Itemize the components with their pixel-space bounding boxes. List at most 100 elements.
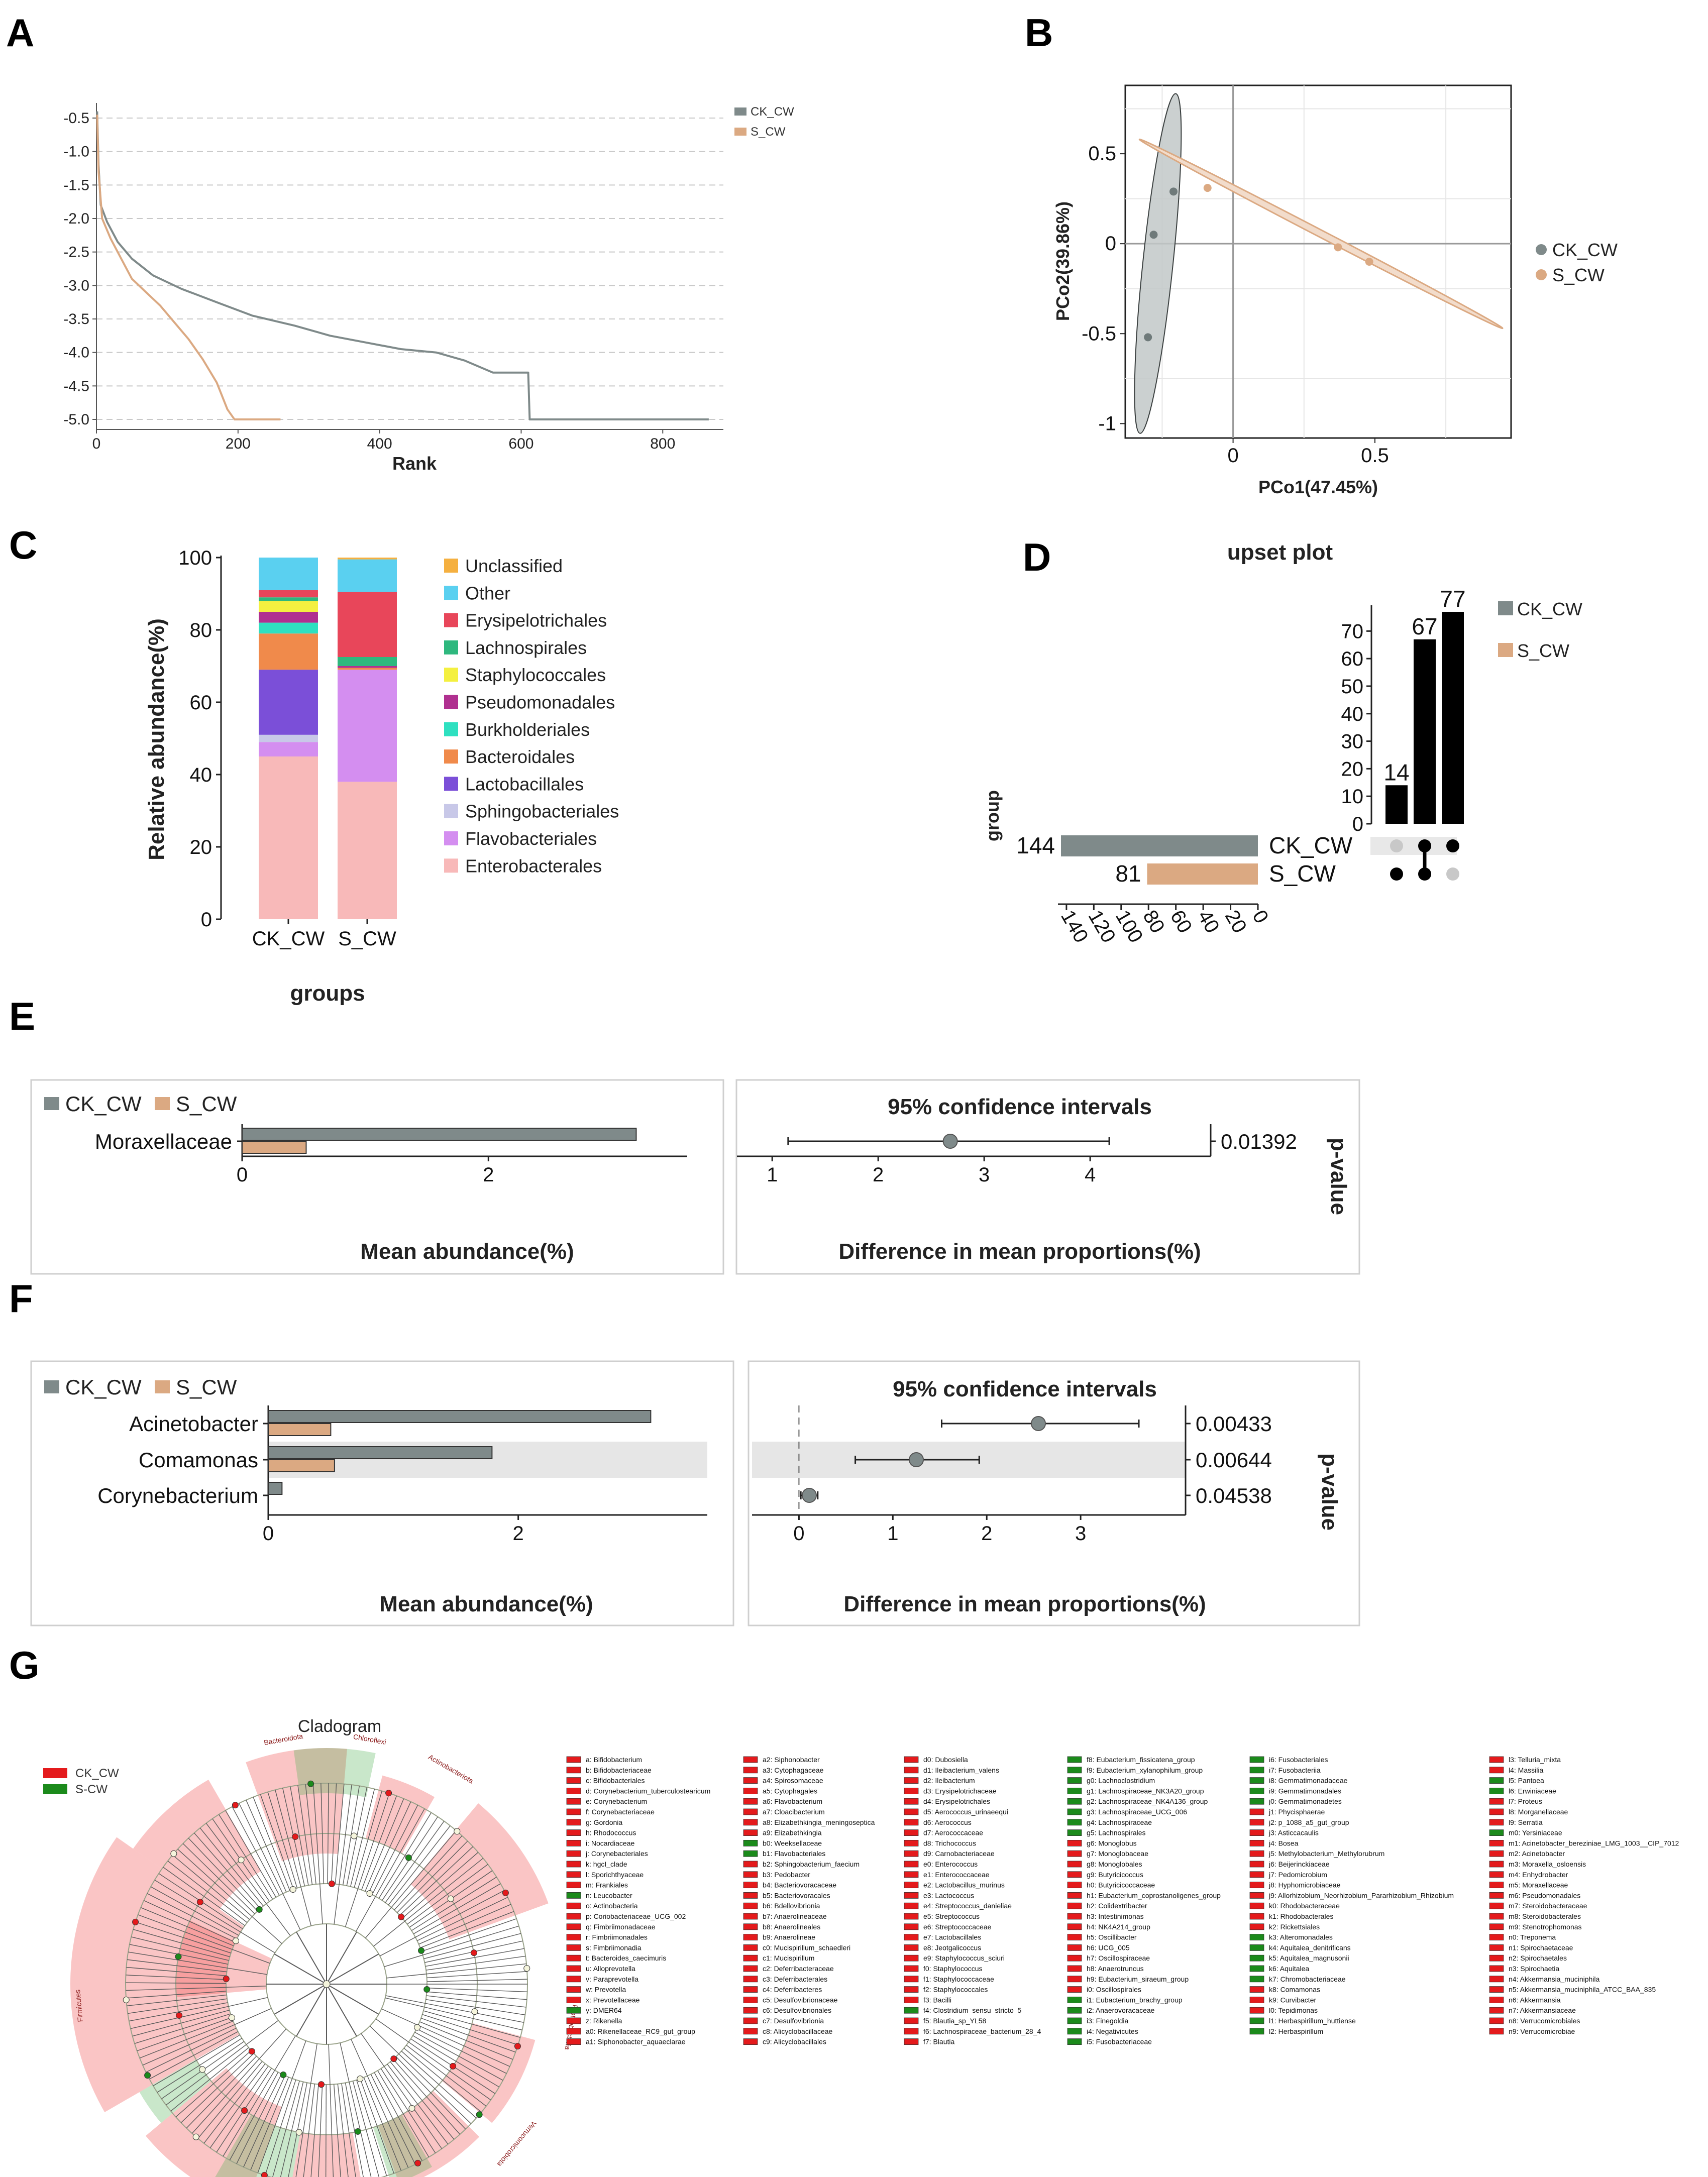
panel-a-x-tick-label: 200: [226, 436, 251, 452]
panel-b-plot-area: 0 0.5 0.5 0 -0.5 -1: [1082, 84, 1512, 467]
panel-c-legend-label: Enterobacterales: [465, 855, 602, 876]
cladogram-key-swatch: [904, 1871, 919, 1878]
cladogram-branch: [177, 1848, 282, 1944]
cladogram-key-swatch: [904, 1777, 919, 1784]
cladogram-branch: [355, 1808, 425, 1932]
panel-c-bar-segment: [259, 633, 318, 670]
cladogram-branch: [374, 2072, 422, 2161]
cladogram-key-swatch: [1489, 2028, 1504, 2035]
cladogram-branch: [369, 2025, 472, 2124]
cladogram-key-label: a0: Rikenellaceae_RC9_gut_group: [586, 2027, 695, 2035]
cladogram-key-swatch: [743, 1913, 758, 1920]
panel-d-set-size-label: 81: [1115, 860, 1141, 887]
cladogram-key-swatch: [1249, 1902, 1264, 1909]
cladogram-key-label: c2: Deferribacteraceae: [763, 1965, 834, 1973]
cladogram-key-label: l: Sporichthyaceae: [586, 1871, 644, 1879]
cladogram-key-label: q: Fimbriimonadaceae: [586, 1923, 656, 1931]
cladogram-branch: [401, 2050, 477, 2119]
cladogram-branch: [426, 1987, 527, 1993]
panel-f-bar-ck: [268, 1446, 493, 1459]
cladogram-key-label: i5: Fusobacteriaceae: [1087, 2038, 1152, 2046]
cladogram-key-label: k3: Alteromonadales: [1269, 1933, 1333, 1941]
cladogram-key-label: v: Paraprevotella: [586, 1975, 638, 1983]
panel-c-y-tick-label: 60: [190, 692, 212, 714]
cladogram-key-label: c0: Mucispirillum_schaedleri: [763, 1943, 850, 1951]
cladogram-key-label: g9: Butyricicoccus: [1087, 1871, 1143, 1879]
cladogram-branch: [257, 2040, 306, 2173]
cladogram-branch: [421, 1918, 517, 1952]
panel-d-matrix-dot: [1446, 839, 1459, 852]
cladogram-key-label: h9: Eubacterium_siraeum_group: [1087, 1975, 1189, 1983]
panel-b-legend-marker-s: [1536, 269, 1547, 280]
cladogram-key-label: k1: Rhodobacterales: [1269, 1912, 1333, 1920]
cladogram-key-label: n7: Akkermansiaceae: [1509, 2006, 1576, 2014]
cladogram-legend-swatch-ck: [43, 1768, 67, 1778]
panel-c-bar-segment: [338, 782, 397, 919]
panel-d-set-name: CK_CW: [1269, 832, 1353, 858]
panel-c-bar-segment: [259, 742, 318, 756]
cladogram-key-label: m5: Moraxellaceae: [1509, 1881, 1568, 1889]
cladogram-key-label: f1: Staphylococcaceae: [923, 1975, 994, 1983]
cladogram-branch: [318, 2084, 323, 2177]
cladogram-key-label: a: Bifidobacterium: [586, 1756, 642, 1764]
cladogram-branch: [133, 1929, 230, 1957]
cladogram-branch: [378, 1812, 432, 1899]
cladogram-key-label: n9: Verrucomicrobiae: [1509, 2027, 1575, 2035]
cladogram-key-swatch: [1489, 1934, 1504, 1941]
cladogram-key-swatch: [566, 1808, 581, 1815]
cladogram-key-label: l9: Serratia: [1509, 1818, 1543, 1826]
cladogram-branch: [170, 2047, 249, 2112]
panel-f-legend-label-s: S_CW: [176, 1375, 237, 1399]
cladogram-key-label: b5: Bacteriovoracales: [763, 1891, 830, 1899]
panel-b-ellipse-ck: [1134, 93, 1182, 434]
cladogram-key-swatch: [904, 1829, 919, 1836]
cladogram-branch: [375, 2018, 491, 2101]
cladogram-key-label: f8: Eubacterium_fissicatena_group: [1087, 1756, 1195, 1764]
panel-c-legend-swatch: [444, 559, 458, 573]
panel-a-gridlines: [96, 118, 723, 420]
cladogram-key-swatch: [1249, 2017, 1264, 2024]
cladogram-key-label: d9: Carnobacteriaceae: [923, 1849, 995, 1858]
cladogram-key-label: m3: Moraxella_osloensis: [1509, 1860, 1586, 1868]
panel-d-intersection-bar: [1385, 785, 1408, 824]
cladogram-key-label: o: Actinobacteria: [586, 1902, 638, 1910]
panel-d-set-x-tick-label: 40: [1193, 907, 1223, 937]
cladogram-branch: [139, 2020, 234, 2058]
panel-e-legend: CK_CW S_CW: [44, 1092, 237, 1116]
panel-d-legend-swatch-s: [1498, 643, 1513, 657]
cladogram-key-label: f5: Blautia_sp_YL58: [923, 2017, 987, 2025]
cladogram-key-label: n2: Spirochaetales: [1509, 1954, 1567, 1962]
panel-d-group-label: group: [982, 790, 1003, 841]
cladogram-branch: [352, 2081, 380, 2177]
cladogram-branch: [129, 2002, 228, 2022]
cladogram-key-label: n1: Spirochaetaceae: [1509, 1943, 1573, 1951]
cladogram-branch: [253, 1797, 290, 1891]
cladogram-key-label: i6: Fusobacteriales: [1269, 1756, 1328, 1764]
cladogram-key-swatch: [1249, 1798, 1264, 1805]
cladogram-key-label: j6: Beijerinckiaceae: [1268, 1860, 1330, 1868]
panel-c-legend-swatch: [444, 749, 458, 764]
cladogram-branch: [385, 1995, 524, 2023]
panel-f-ci-estimate: [801, 1488, 817, 1503]
cladogram-key-label: k6: Aquitalea: [1269, 1965, 1309, 1973]
cladogram-branch: [127, 1994, 227, 2006]
cladogram-branch: [403, 2047, 482, 2113]
panel-c-x-tick-label: CK_CW: [252, 928, 325, 950]
cladogram-key-swatch: [1067, 1861, 1082, 1868]
panel-label-a: A: [6, 11, 34, 55]
cladogram-key-label: d3: Erysipelotrichaceae: [923, 1787, 997, 1795]
cladogram-key-swatch: [1489, 1892, 1504, 1899]
panel-e-ci-x-tick-label: 2: [873, 1164, 884, 1186]
panel-a-y-tick-label: -4.0: [63, 345, 89, 361]
cladogram-branch: [423, 2010, 520, 2038]
panel-c-legend-swatch: [444, 831, 458, 845]
panel-f-category-label: Comamonas: [139, 1448, 258, 1472]
cladogram-key-label: h: Rhodococcus: [586, 1829, 636, 1837]
cladogram-branch: [191, 2028, 287, 2134]
cladogram-key-label: f9: Eubacterium_xylanophilum_group: [1087, 1766, 1203, 1774]
cladogram-branch: [340, 2042, 372, 2177]
cladogram-node: [199, 2066, 206, 2073]
cladogram-key-label: n5: Akkermansia_muciniphila_ATCC_BAA_835: [1509, 1986, 1656, 1994]
cladogram-key-swatch: [1249, 1767, 1264, 1774]
